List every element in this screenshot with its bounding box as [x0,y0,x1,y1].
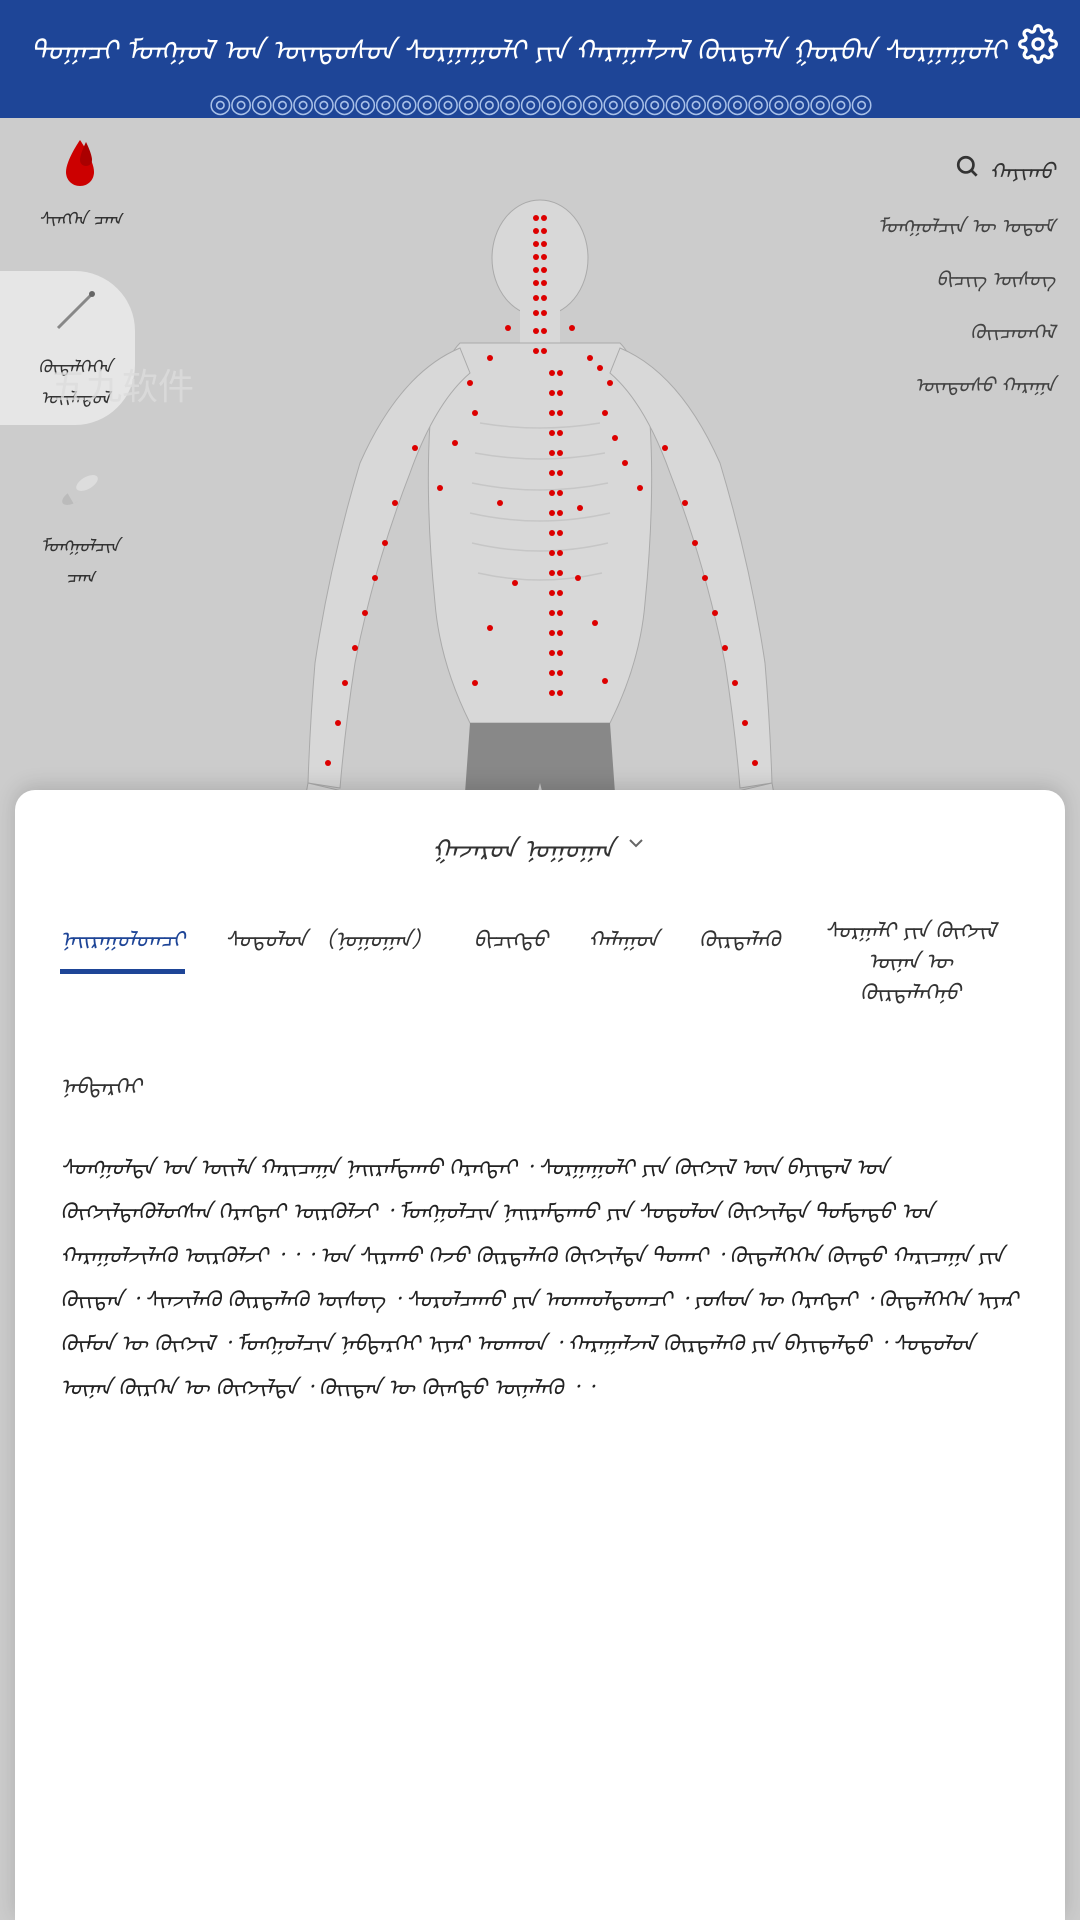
panel-content: ᠰᠣᠩᠭᠣᠯᠲᠠ ᠤᠨ ᠦᠢᠯᠡ ᠬᠠᠷᠢᠴᠠᠭᠠ ᠨᠠᠢᠷᠠᠮᠳᠠᠬᠤ ᠬᠡᠷ… [60,1146,1020,1410]
anatomy-figure[interactable] [260,183,820,883]
right-panel-item[interactable]: ᠮᠣᠩᠭᠣᠯᠴᠢᠨ ᠦ ᠤᠳᠤᠮ [877,204,1055,239]
header-title: ᠲᠣᠭᠠᠴᠢ ᠮᠣᠩᠭᠣᠯ ᠤᠨ ᠦᠨᠳᠦᠰᠦᠨ ᠰᠤᠷᠭᠠᠭᠤᠯᠢ ᠶᠢᠨ ᠬ… [20,20,1016,69]
search-button[interactable]: ᠬᠠᠶᠢᠬᠤ [955,148,1055,186]
tab-item-5[interactable]: ᠰᠤᠷᠭᠠᠯᠢ ᠶᠢᠨ ᠬᠦᠭᠵᠢᠯ ᠦᠨᠡᠨ ᠦ ᠬᠦᠷᠲᠡᠯᠡᠭᠡᠨᠦ [820,916,1000,1023]
watermark-text: 五九软件 [50,358,194,410]
right-panel-item[interactable]: ᠭᠦᠢᠴᠡᠳᠬᠡᠯ [970,310,1055,345]
tool-blood[interactable]: ᠰᠢᠩᠭᠡᠨ ᠴᠠᠭ [25,138,135,231]
blood-drop-icon [55,138,105,188]
cylinder-icon [55,465,105,515]
search-label: ᠬᠠᠶᠢᠬᠤ [989,148,1055,186]
settings-icon[interactable] [1016,22,1060,66]
chevron-down-icon [624,831,648,855]
tab-item-2[interactable]: ᠪᠢᠴᠢᠭᠳᠦ [474,916,548,969]
tab-item-1[interactable]: ᠰᠤᠳᠤᠯᠤᠨ （ᠨᠣᠭᠣᠭᠠᠨ） [225,916,434,969]
right-panel-item[interactable]: ᠪᠢᠴᠢᠭ ᠦᠰᠦᠭ [936,257,1055,292]
needle-icon [50,286,100,336]
tab-item-0[interactable]: ᠨᠠᠢᠷᠠᠭᠤᠯᠤᠭᠴᠢ [60,916,185,974]
tab-item-4[interactable]: ᠬᠦᠷᠲᠡᠯᠡᠬᠦ [699,916,781,969]
app-header: ᠲᠣᠭᠠᠴᠢ ᠮᠣᠩᠭᠣᠯ ᠤᠨ ᠦᠨᠳᠦᠰᠦᠨ ᠰᠤᠷᠭᠠᠭᠤᠯᠢ ᠶᠢᠨ ᠬ… [0,0,1080,88]
panel-collapse-toggle[interactable]: ᠭᠠᠵᠠᠷᠤᠨ ᠨᠣᠭᠣᠭᠠᠨ [60,820,1020,866]
search-icon [955,154,981,180]
right-info-panel: ᠬᠠᠶᠢᠬᠤ ᠮᠣᠩᠭᠣᠯᠴᠢᠨ ᠦ ᠤᠳᠤᠮ ᠪᠢᠴᠢᠭ ᠦᠰᠦᠭ ᠭᠦᠢᠴᠡ… [877,148,1055,398]
tabs-container: ᠨᠠᠢᠷᠠᠭᠤᠯᠤᠭᠴᠢ ᠰᠤᠳᠤᠯᠤᠨ （ᠨᠣᠭᠣᠭᠠᠨ） ᠪᠢᠴᠢᠭᠳᠦ ᠬ… [60,916,1020,1116]
tab-item-6[interactable]: ᠨᠡᠪᠲᠡᠷᠬᠡᠢ [60,1063,142,1116]
detail-panel: ᠭᠠᠵᠠᠷᠤᠨ ᠨᠣᠭᠣᠭᠠᠨ ᠨᠠᠢᠷᠠᠭᠤᠯᠤᠭᠴᠢ ᠰᠤᠳᠤᠯᠤᠨ （ᠨᠣ… [15,790,1065,1920]
header-decorative-border: ◎◎◎◎◎◎◎◎◎◎◎◎◎◎◎◎◎◎◎◎◎◎◎◎◎◎◎◎◎◎◎◎ [0,88,1080,118]
right-panel-item[interactable]: ᠦᠨᠳᠦᠰᠦ ᠬᠠᠷᠠᠭᠠ [914,363,1055,398]
tool-label: ᠰᠢᠩᠭᠡᠨ ᠴᠠᠭ [38,200,121,231]
tool-cylinder[interactable]: ᠮᠣᠩᠭᠣᠯᠴᠢᠨ ᠴᠠᠭ [25,465,135,589]
tab-item-3[interactable]: ᠬᠠᠯᠠᠭᠤᠨ [588,916,659,969]
main-viewport: 五九软件 ᠰᠢᠩᠭᠡᠨ ᠴᠠᠭ ᠬᠦᠳᠡᠯᠭᠡᠭᠡᠨ ᠦᠢᠯᠡᠳᠦᠯ ᠮᠣᠩᠭᠣ… [0,118,1080,790]
tool-label: ᠮᠣᠩᠭᠣᠯᠴᠢᠨ ᠴᠠᠭ [25,527,135,589]
panel-title: ᠭᠠᠵᠠᠷᠤᠨ ᠨᠣᠭᠣᠭᠠᠨ [432,820,614,866]
